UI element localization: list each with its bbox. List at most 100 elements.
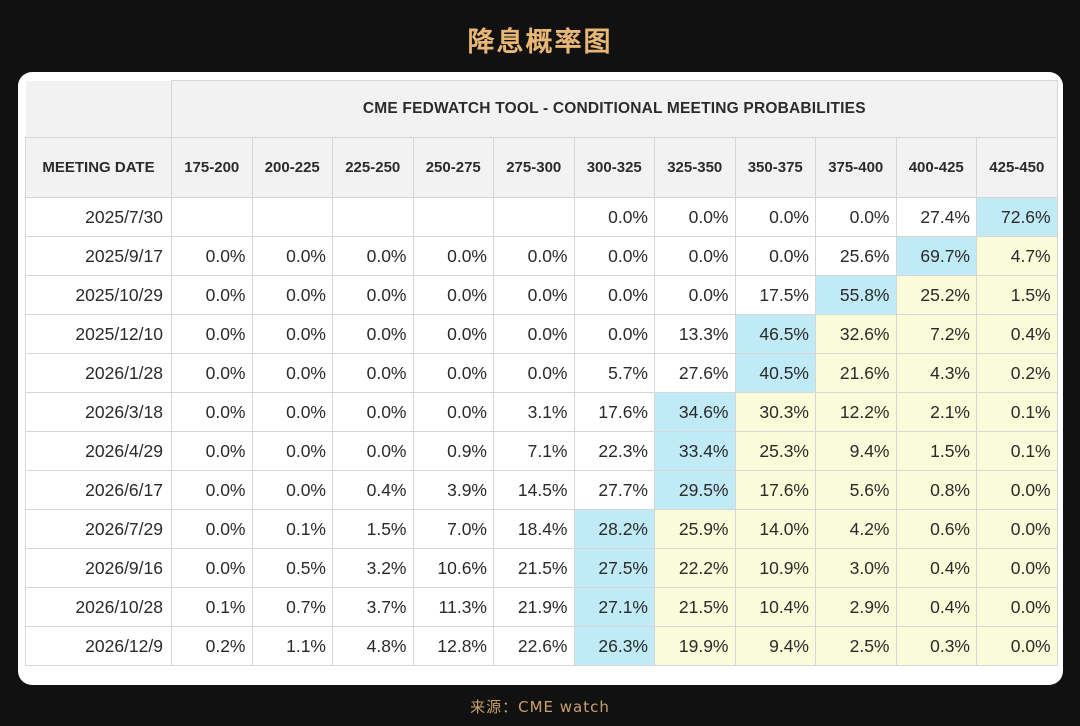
probability-cell: 0.0% (734, 236, 816, 276)
rate-range-header: 375-400 (815, 137, 897, 198)
meeting-date-cell: 2026/4/29 (25, 431, 172, 471)
meeting-date-cell: 2025/12/10 (25, 314, 172, 354)
rate-range-header: 250-275 (412, 137, 494, 198)
probability-cell: 0.1% (251, 509, 333, 549)
rate-range-header: 225-250 (332, 137, 414, 198)
probability-cell: 4.3% (895, 353, 977, 393)
probability-cell: 0.0% (251, 314, 333, 354)
probability-cell: 7.2% (895, 314, 977, 354)
probability-cell: 18.4% (493, 509, 575, 549)
probability-cell: 0.0% (171, 548, 253, 588)
probability-table: CME FEDWATCH TOOL - CONDITIONAL MEETING … (25, 80, 1058, 666)
rate-range-header: 200-225 (251, 137, 333, 198)
probability-cell: 0.0% (332, 275, 414, 315)
probability-cell: 1.5% (332, 509, 414, 549)
probability-cell: 0.0% (493, 314, 575, 354)
meeting-date-cell: 2026/3/18 (25, 392, 172, 432)
rate-range-header: 350-375 (734, 137, 816, 198)
probability-cell: 0.2% (171, 626, 253, 666)
probability-cell: 72.6% (976, 197, 1058, 237)
probability-cell: 22.6% (493, 626, 575, 666)
probability-cell: 25.3% (734, 431, 816, 471)
probability-cell: 0.4% (332, 470, 414, 510)
probability-cell: 4.7% (976, 236, 1058, 276)
probability-cell: 21.6% (815, 353, 897, 393)
probability-cell: 21.5% (493, 548, 575, 588)
probability-cell: 55.8% (815, 275, 897, 315)
meeting-date-cell: 2026/10/28 (25, 587, 172, 627)
probability-cell: 25.6% (815, 236, 897, 276)
probability-cell: 0.0% (412, 392, 494, 432)
probability-cell: 27.5% (573, 548, 655, 588)
probability-cell: 3.9% (412, 470, 494, 510)
rate-range-header: 425-450 (976, 137, 1058, 198)
meeting-date-cell: 2025/10/29 (25, 275, 172, 315)
probability-cell: 32.6% (815, 314, 897, 354)
meeting-date-cell: 2026/9/16 (25, 548, 172, 588)
probability-cell: 29.5% (654, 470, 736, 510)
probability-cell: 4.2% (815, 509, 897, 549)
probability-cell: 0.4% (895, 548, 977, 588)
probability-cell: 0.3% (895, 626, 977, 666)
probability-cell: 0.0% (251, 392, 333, 432)
probability-cell: 0.0% (654, 275, 736, 315)
table-corner (25, 80, 172, 138)
probability-cell: 17.6% (573, 392, 655, 432)
probability-cell: 0.0% (654, 236, 736, 276)
probability-cell: 0.1% (976, 431, 1058, 471)
probability-cell: 3.1% (493, 392, 575, 432)
probability-cell: 27.1% (573, 587, 655, 627)
probability-cell: 0.0% (171, 236, 253, 276)
probability-cell: 2.1% (895, 392, 977, 432)
probability-cell: 0.0% (171, 470, 253, 510)
probability-cell: 2.5% (815, 626, 897, 666)
probability-cell: 0.0% (251, 431, 333, 471)
probability-cell: 0.0% (573, 236, 655, 276)
probability-cell: 30.3% (734, 392, 816, 432)
probability-cell: 0.0% (171, 392, 253, 432)
table-banner: CME FEDWATCH TOOL - CONDITIONAL MEETING … (171, 80, 1058, 138)
probability-cell: 0.0% (976, 470, 1058, 510)
meeting-date-cell: 2025/9/17 (25, 236, 172, 276)
probability-cell (412, 197, 494, 237)
probability-cell: 13.3% (654, 314, 736, 354)
probability-cell (171, 197, 253, 237)
probability-cell: 7.1% (493, 431, 575, 471)
probability-cell: 0.1% (171, 587, 253, 627)
probability-cell: 7.0% (412, 509, 494, 549)
meeting-date-cell: 2025/7/30 (25, 197, 172, 237)
probability-cell: 25.2% (895, 275, 977, 315)
probability-cell: 0.0% (332, 431, 414, 471)
table-row: 2026/10/28 0.1% 0.7% 3.7% 11.3% 21.9% 27.1% 21.… (25, 587, 1058, 627)
probability-cell: 3.0% (815, 548, 897, 588)
probability-cell: 46.5% (734, 314, 816, 354)
probability-cell (251, 197, 333, 237)
page-title: 降息概率图 (467, 27, 613, 58)
probability-cell: 1.5% (976, 275, 1058, 315)
probability-cell: 22.3% (573, 431, 655, 471)
probability-cell: 69.7% (895, 236, 977, 276)
probability-cell: 0.0% (976, 548, 1058, 588)
probability-cell: 5.6% (815, 470, 897, 510)
table-row: 2026/9/16 0.0% 0.5% 3.2% 10.6% 21.5% 27.5% 22.2… (25, 548, 1058, 588)
probability-cell: 0.0% (171, 353, 253, 393)
probability-cell: 0.0% (332, 353, 414, 393)
rate-range-header: 300-325 (573, 137, 655, 198)
table-row: 2026/1/28 0.0% 0.0% 0.0% 0.0% 0.0% 5.7% 27.6% 40… (25, 353, 1058, 393)
probability-cell: 0.1% (976, 392, 1058, 432)
table-row: 2025/10/29 0.0% 0.0% 0.0% 0.0% 0.0% 0.0% 0.0% 17… (25, 275, 1058, 315)
probability-cell: 0.0% (412, 314, 494, 354)
probability-cell: 2.9% (815, 587, 897, 627)
meeting-date-cell: 2026/1/28 (25, 353, 172, 393)
probability-cell: 10.9% (734, 548, 816, 588)
probability-cell: 9.4% (734, 626, 816, 666)
probability-cell: 0.0% (171, 314, 253, 354)
probability-cell: 27.6% (654, 353, 736, 393)
probability-cell: 11.3% (412, 587, 494, 627)
probability-cell: 0.0% (251, 275, 333, 315)
probability-cell: 0.9% (412, 431, 494, 471)
probability-cell: 0.0% (573, 197, 655, 237)
probability-cell: 0.4% (895, 587, 977, 627)
source-caption: 来源：CME watch (470, 698, 610, 716)
probability-cell: 4.8% (332, 626, 414, 666)
